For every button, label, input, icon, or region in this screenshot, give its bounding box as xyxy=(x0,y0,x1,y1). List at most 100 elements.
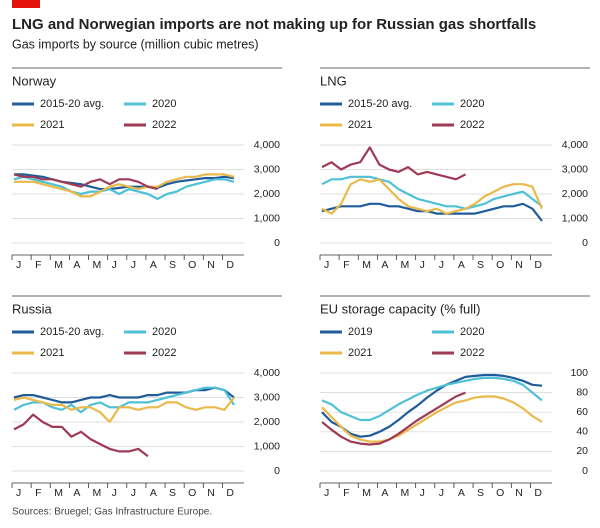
x-tick-label: F xyxy=(343,487,349,499)
y-tick-label: 4,000 xyxy=(254,139,280,151)
x-tick-label: M xyxy=(401,259,410,271)
y-tick-label: 2,000 xyxy=(562,188,588,200)
brand-tag xyxy=(12,0,40,8)
series-line xyxy=(14,173,235,198)
series-line xyxy=(321,202,543,222)
x-tick-label: F xyxy=(35,259,41,271)
x-tick-label: O xyxy=(188,259,196,271)
x-tick-label: O xyxy=(496,487,504,499)
legend-label: 2021 xyxy=(40,119,64,131)
series-line xyxy=(321,376,543,422)
legend-label: 2020 xyxy=(460,98,484,110)
y-tick-label: 4,000 xyxy=(254,367,280,379)
panel-title: Russia xyxy=(12,301,53,316)
legend-label: 2022 xyxy=(152,347,176,359)
legend-label: 2022 xyxy=(460,119,484,131)
series-line xyxy=(13,173,158,191)
x-tick-label: D xyxy=(534,259,542,271)
x-tick-label: D xyxy=(226,487,234,499)
x-tick-label: M xyxy=(93,259,102,271)
x-tick-label: N xyxy=(207,487,215,499)
legend-label: 2021 xyxy=(348,119,372,131)
legend-label: 2022 xyxy=(460,347,484,359)
legend-label: 2021 xyxy=(348,347,372,359)
x-tick-label: J xyxy=(131,259,136,271)
series-line xyxy=(321,175,543,210)
x-tick-label: A xyxy=(150,487,157,499)
y-tick-label: 0 xyxy=(274,237,280,249)
panel-title: LNG xyxy=(320,73,347,88)
x-tick-label: M xyxy=(54,487,63,499)
x-tick-label: J xyxy=(112,259,117,271)
legend-label: 2022 xyxy=(152,119,176,131)
series-line xyxy=(321,373,543,438)
x-tick-label: S xyxy=(169,259,176,271)
x-tick-label: J xyxy=(16,487,21,499)
x-tick-label: A xyxy=(458,259,465,271)
y-tick-label: 1,000 xyxy=(254,212,280,224)
y-tick-label: 1,000 xyxy=(562,212,588,224)
x-tick-label: N xyxy=(515,487,523,499)
series-line xyxy=(13,413,149,458)
title: LNG and Norwegian imports are not making… xyxy=(12,16,536,33)
legend-label: 2020 xyxy=(152,326,176,338)
x-tick-label: A xyxy=(381,259,388,271)
legend-label: 2021 xyxy=(40,347,64,359)
series-line xyxy=(13,396,235,424)
legend-label: 2020 xyxy=(152,98,176,110)
x-tick-label: N xyxy=(515,259,523,271)
x-tick-label: J xyxy=(439,487,444,499)
legend-label: 2019 xyxy=(348,326,372,338)
y-tick-label: 0 xyxy=(582,465,588,477)
source: Sources: Bruegel; Gas Infrastructure Eur… xyxy=(12,507,212,518)
x-tick-label: A xyxy=(73,259,80,271)
x-tick-label: S xyxy=(477,259,484,271)
x-tick-label: M xyxy=(401,487,410,499)
x-tick-label: D xyxy=(534,487,542,499)
series-line xyxy=(13,386,235,414)
x-tick-label: J xyxy=(420,487,425,499)
y-tick-label: 60 xyxy=(576,406,588,418)
x-tick-label: M xyxy=(362,487,371,499)
y-tick-label: 80 xyxy=(576,386,588,398)
x-tick-label: O xyxy=(188,487,196,499)
y-tick-label: 100 xyxy=(570,367,588,379)
y-tick-label: 2,000 xyxy=(254,188,280,200)
series-line xyxy=(321,395,543,443)
x-tick-label: J xyxy=(16,259,21,271)
legend-label: 2015-20 avg. xyxy=(40,98,104,110)
series-line xyxy=(321,178,544,215)
y-tick-label: 3,000 xyxy=(254,163,280,175)
y-tick-label: 1,000 xyxy=(254,440,280,452)
x-tick-label: J xyxy=(131,487,136,499)
legend-label: 2015-20 avg. xyxy=(348,98,412,110)
x-tick-label: F xyxy=(343,259,349,271)
series-line xyxy=(13,175,235,200)
y-tick-label: 3,000 xyxy=(254,391,280,403)
x-tick-label: J xyxy=(324,259,329,271)
y-tick-label: 40 xyxy=(576,426,588,438)
x-tick-label: J xyxy=(439,259,444,271)
x-tick-label: A xyxy=(381,487,388,499)
x-tick-label: D xyxy=(226,259,234,271)
x-tick-label: A xyxy=(458,487,465,499)
series-line xyxy=(321,146,467,181)
x-tick-label: F xyxy=(35,487,41,499)
y-tick-label: 2,000 xyxy=(254,416,280,428)
x-tick-label: O xyxy=(496,259,504,271)
x-tick-label: S xyxy=(169,487,176,499)
panel-title: Norway xyxy=(12,73,57,88)
x-tick-label: J xyxy=(420,259,425,271)
y-tick-label: 4,000 xyxy=(562,139,588,151)
panel-title: EU storage capacity (% full) xyxy=(320,301,480,316)
x-tick-label: M xyxy=(54,259,63,271)
series-line xyxy=(321,391,466,446)
y-tick-label: 0 xyxy=(274,465,280,477)
legend-label: 2015-20 avg. xyxy=(40,326,104,338)
subtitle: Gas imports by source (million cubic met… xyxy=(12,37,259,51)
x-tick-label: S xyxy=(477,487,484,499)
x-tick-label: M xyxy=(362,259,371,271)
x-tick-label: J xyxy=(112,487,117,499)
y-tick-label: 3,000 xyxy=(562,163,588,175)
